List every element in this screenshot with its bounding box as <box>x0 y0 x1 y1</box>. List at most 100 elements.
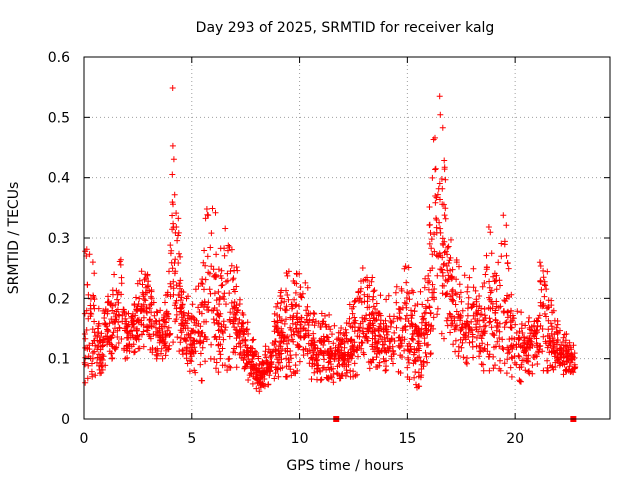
data-point <box>253 371 260 378</box>
data-point <box>298 294 305 301</box>
data-point <box>403 279 410 286</box>
data-point <box>223 278 230 285</box>
data-point <box>177 277 184 284</box>
data-point <box>461 272 468 279</box>
data-point <box>401 265 408 272</box>
data-point <box>404 364 411 371</box>
x-axis-label: GPS time / hours <box>286 458 403 474</box>
data-point <box>469 338 476 345</box>
data-point <box>425 272 432 279</box>
data-point <box>458 298 465 305</box>
data-point <box>245 356 252 362</box>
data-point <box>85 362 92 369</box>
data-point <box>483 264 490 271</box>
data-point <box>430 136 437 143</box>
data-point <box>86 251 93 258</box>
data-point <box>273 303 280 310</box>
data-point <box>338 325 345 331</box>
data-point <box>550 345 556 352</box>
data-point <box>441 157 448 164</box>
data-point <box>569 366 576 373</box>
data-point <box>447 293 454 300</box>
data-point <box>283 316 289 323</box>
data-point <box>241 354 248 361</box>
data-point <box>470 265 477 272</box>
data-point <box>450 297 457 304</box>
data-point <box>123 324 130 331</box>
data-point <box>481 312 488 319</box>
data-point <box>502 298 509 305</box>
data-point <box>213 317 220 324</box>
data-point <box>501 360 508 367</box>
data-point <box>403 295 410 301</box>
data-point <box>488 324 495 331</box>
data-point <box>405 264 412 271</box>
data-point <box>292 325 299 332</box>
data-point <box>442 205 449 212</box>
data-point <box>294 367 301 374</box>
data-point <box>169 265 176 272</box>
data-point <box>162 332 169 339</box>
data-point <box>288 355 295 362</box>
data-point <box>136 277 143 284</box>
data-point <box>462 336 469 343</box>
data-point <box>543 313 549 320</box>
data-point <box>331 322 338 329</box>
data-point <box>544 268 551 275</box>
data-point <box>565 356 572 363</box>
data-point <box>230 318 237 325</box>
data-point <box>519 357 526 364</box>
data-point <box>372 306 379 312</box>
data-point <box>316 337 323 344</box>
data-point <box>216 301 223 308</box>
data-point <box>444 315 451 321</box>
data-point <box>170 156 177 163</box>
data-point <box>518 361 525 368</box>
data-point <box>473 309 480 316</box>
data-point <box>346 320 353 327</box>
data-point <box>537 302 544 309</box>
data-point <box>138 307 145 314</box>
data-point <box>213 359 220 366</box>
data-point <box>219 328 226 335</box>
data-point <box>456 281 463 288</box>
data-point <box>529 370 536 377</box>
data-point <box>517 343 524 350</box>
axis-ticks <box>83 56 610 420</box>
data-point <box>89 350 96 356</box>
data-point <box>275 347 282 354</box>
data-point <box>117 261 124 268</box>
data-point <box>278 299 285 306</box>
data-point <box>98 363 105 370</box>
x-tick-label: 5 <box>187 431 196 447</box>
data-point <box>495 324 501 331</box>
data-point <box>133 328 140 334</box>
data-point <box>406 376 413 383</box>
data-point <box>281 320 288 327</box>
data-point <box>195 328 202 335</box>
data-point <box>347 367 354 374</box>
data-point <box>197 350 204 357</box>
data-point <box>326 311 333 318</box>
data-point <box>231 267 238 274</box>
data-point <box>139 289 146 296</box>
data-point <box>462 332 469 339</box>
data-point <box>493 322 500 329</box>
data-point <box>370 293 377 300</box>
y-tick-label: 0.5 <box>48 110 70 126</box>
data-point <box>508 342 515 349</box>
data-point <box>522 322 529 329</box>
data-point <box>401 324 408 330</box>
data-point <box>371 287 378 294</box>
data-point <box>233 264 240 271</box>
data-point <box>364 328 371 335</box>
data-point <box>311 361 318 368</box>
data-point <box>478 335 485 342</box>
data-point <box>329 331 335 338</box>
data-point <box>414 384 420 391</box>
data-point <box>449 286 456 293</box>
data-point <box>448 236 454 243</box>
data-point <box>536 346 543 353</box>
data-point <box>174 334 181 341</box>
data-point <box>501 297 508 304</box>
